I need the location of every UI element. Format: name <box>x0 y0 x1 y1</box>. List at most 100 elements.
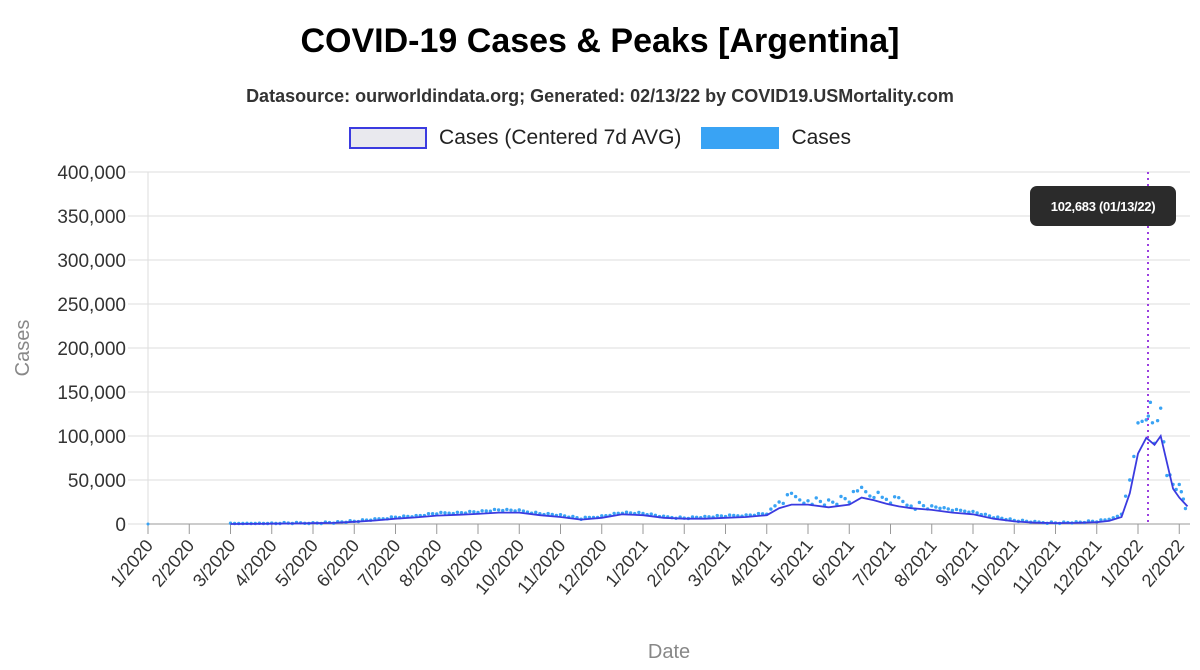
x-tick-label: 4/2020 <box>230 536 281 591</box>
peak-tooltip: 102,683 (01/13/22) <box>1030 186 1176 226</box>
legend-item-avg[interactable]: Cases (Centered 7d AVG) <box>349 126 681 150</box>
cases-point <box>793 494 798 499</box>
cases-point <box>851 489 856 494</box>
x-tick-label: 2/2022 <box>1138 536 1189 591</box>
cases-point <box>637 510 641 515</box>
x-tick-label: 3/2021 <box>684 536 735 591</box>
cases-point <box>868 494 872 498</box>
x-tick-label: 2/2021 <box>643 536 694 591</box>
cases-point <box>612 511 616 516</box>
x-tick-label: 5/2021 <box>766 536 817 591</box>
cases-point <box>447 511 451 515</box>
legend-label-cases: Cases <box>791 126 851 149</box>
cases-point <box>843 496 847 501</box>
cases-point <box>690 515 695 519</box>
avg-line <box>230 433 1189 525</box>
x-tick-label: 3/2020 <box>189 536 240 591</box>
cases-point <box>1123 494 1128 498</box>
cases-point <box>901 499 905 504</box>
cases-point <box>521 509 526 513</box>
cases-point <box>426 511 431 516</box>
cases-point <box>946 507 950 511</box>
cases-point <box>839 494 843 499</box>
cases-point <box>583 515 587 520</box>
y-axis-title: Cases <box>12 320 34 377</box>
cases-point <box>744 513 748 517</box>
cases-point <box>884 497 889 502</box>
cases-point <box>777 500 781 504</box>
x-tick-label: 5/2020 <box>271 536 322 591</box>
cases-point <box>1136 421 1140 425</box>
cases-point <box>971 509 975 514</box>
cases-point <box>880 495 884 500</box>
x-tick-label: 7/2021 <box>849 536 900 591</box>
cases-point <box>905 503 909 507</box>
cases-point <box>1155 418 1160 423</box>
cases-point <box>488 509 493 513</box>
x-tick-label: 6/2020 <box>313 536 364 591</box>
x-tick-label: 1/2021 <box>601 536 652 591</box>
cases-point <box>439 510 443 515</box>
cases-point <box>814 496 818 500</box>
legend-item-cases[interactable]: Cases <box>701 126 851 150</box>
cases-point <box>1150 421 1155 425</box>
cases-point <box>892 495 897 499</box>
cases-point <box>1179 490 1184 494</box>
cases-point <box>835 502 839 507</box>
cases-point <box>773 504 777 508</box>
cases-point <box>826 498 831 502</box>
cases-point <box>950 508 955 513</box>
x-tick-label: 8/2020 <box>395 536 446 591</box>
cases-point <box>600 514 604 518</box>
cases-point <box>847 500 851 504</box>
cases-point <box>624 510 629 514</box>
cases-point <box>942 506 946 510</box>
cases-point <box>492 507 497 512</box>
cases-point <box>798 498 802 502</box>
legend: Cases (Centered 7d AVG) Cases <box>0 126 1200 150</box>
cases-point <box>505 507 509 512</box>
cases-point <box>954 507 959 512</box>
cases-point <box>1148 400 1153 405</box>
chart-title: COVID-19 Cases & Peaks [Argentina] <box>300 22 900 60</box>
legend-swatch-avg <box>349 127 428 149</box>
cases-point <box>963 509 967 513</box>
legend-swatch-cases <box>701 127 780 149</box>
cases-point <box>719 514 724 518</box>
cases-point <box>727 513 732 517</box>
cases-point <box>785 493 790 497</box>
cases-point <box>472 510 476 514</box>
cases-point <box>389 515 394 519</box>
cases-point <box>715 513 719 518</box>
cases-point <box>1174 487 1178 492</box>
x-tick-label: 2/2020 <box>148 536 199 591</box>
cases-point <box>430 511 435 516</box>
x-tick-label: 8/2021 <box>890 536 941 591</box>
cases-point <box>1158 406 1163 410</box>
cases-point <box>855 489 860 493</box>
cases-point <box>872 495 876 500</box>
y-tick-label: 150,000 <box>57 383 126 404</box>
y-tick-label: 400,000 <box>57 163 126 184</box>
y-tick-label: 0 <box>115 515 126 536</box>
x-tick-label: 1/2020 <box>106 536 157 591</box>
cases-point <box>806 499 810 503</box>
cases-point <box>146 522 150 526</box>
cases-point <box>1165 473 1169 478</box>
legend-label-avg: Cases (Centered 7d AVG) <box>439 126 682 149</box>
cases-point <box>501 508 505 513</box>
x-tick-label: 6/2021 <box>808 536 859 591</box>
cases-point <box>983 512 988 517</box>
cases-point <box>769 507 773 511</box>
cases-point <box>1008 517 1012 521</box>
cases-point <box>484 509 488 513</box>
cases-point <box>1146 414 1151 418</box>
cases-point <box>703 514 707 519</box>
cases-point <box>876 490 880 495</box>
x-tick-label: 1/2022 <box>1096 536 1147 591</box>
cases-point <box>1132 454 1136 459</box>
cases-point <box>509 508 513 512</box>
cases-point <box>958 508 963 513</box>
cases-point <box>859 485 864 490</box>
cases-point <box>517 508 521 512</box>
